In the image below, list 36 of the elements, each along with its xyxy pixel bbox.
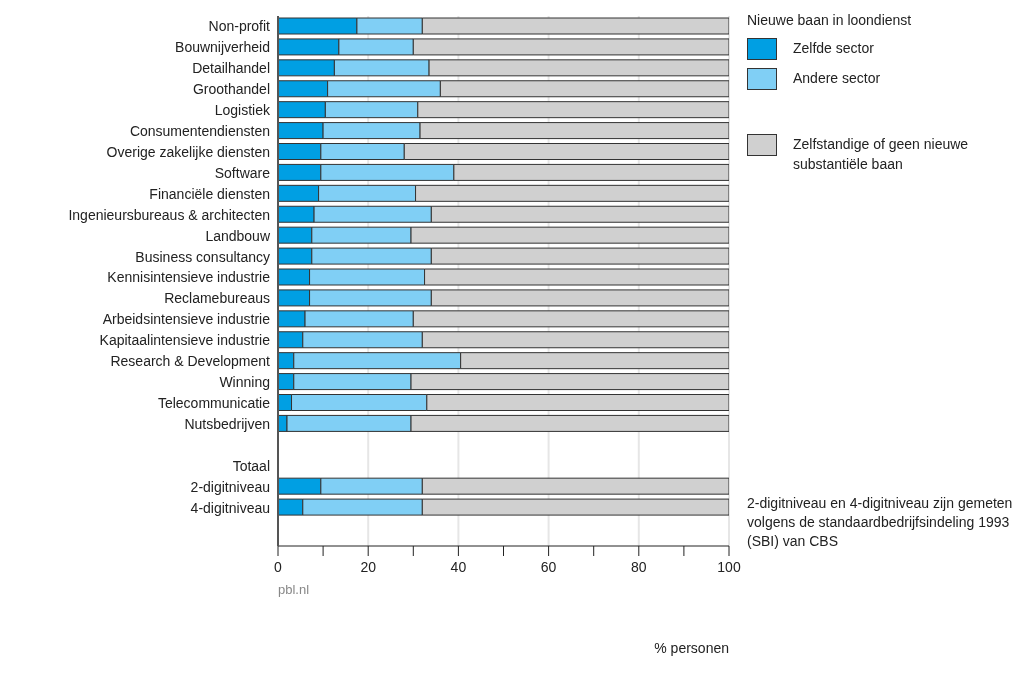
legend-label: Zelfde sector: [793, 39, 875, 58]
text: 2-digitniveau en 4-digitniveau zijn gemeten volgens de standaardbedrijfsindeling 1993 (SBI) van CBS: [747, 494, 1014, 551]
y-tick-label: Research & Development: [110, 353, 271, 370]
y-tick-label: 4-digitniveau: [190, 499, 270, 516]
y-tick-label: Kapitaalintensieve industrie: [99, 332, 271, 349]
y-tick-label: Winning: [219, 374, 270, 391]
x-tick-label: 40: [450, 558, 467, 575]
y-tick-label: Overige zakelijke diensten: [106, 143, 270, 160]
x-tick-label: 100: [717, 558, 741, 575]
y-tick-label: Nutsbedrijven: [184, 415, 270, 432]
y-tick-label: Groothandel: [192, 81, 270, 98]
y-tick-label: Financiële diensten: [149, 185, 270, 202]
y-tick-label: Telecommunicatie: [157, 394, 271, 411]
legend-label: Andere sector: [793, 69, 882, 88]
x-axis-title: % personen: [653, 640, 729, 656]
x-tick-label: 20: [360, 558, 377, 575]
x-tick-label: 60: [540, 558, 557, 575]
y-tick-label: Ingenieursbureaus & architecten: [68, 206, 270, 223]
y-tick-label: 2-digitniveau: [190, 478, 270, 495]
x-tick-label: 80: [631, 558, 647, 575]
legend-label: Zelfstandige of geen nieuwe substantiële baan: [793, 135, 970, 174]
x-tick-label: 0: [274, 558, 283, 575]
y-tick-label: Landbouw: [205, 227, 271, 244]
y-tick-label: Non-profit: [208, 18, 271, 35]
legend-title: Nieuwe baan in loondienst: [747, 12, 913, 28]
y-tick-label: Reclamebureaus: [164, 290, 270, 307]
y-tick-label: Software: [214, 164, 271, 181]
text: pbl.nl: [278, 582, 310, 597]
y-tick-label: Totaal: [232, 457, 270, 474]
y-tick-label: Logistiek: [214, 102, 271, 119]
y-tick-label: Bouwnijverheid: [175, 39, 270, 56]
y-tick-label: Business consultancy: [135, 248, 270, 265]
y-tick-label: Detailhandel: [192, 60, 270, 77]
y-tick-label: Consumentendiensten: [129, 123, 270, 140]
y-tick-label: Arbeidsintensieve industrie: [102, 311, 271, 328]
y-tick-label: Kennisintensieve industrie: [107, 269, 271, 286]
